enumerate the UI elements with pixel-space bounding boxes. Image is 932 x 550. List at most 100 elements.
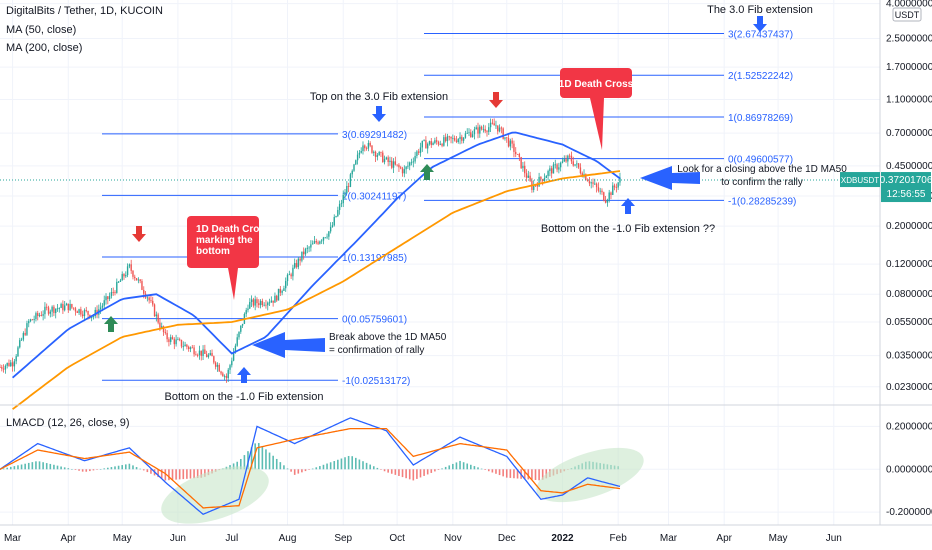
death-cross-text: 1D Death Cross (559, 79, 634, 90)
macd-histogram-bar (297, 469, 300, 474)
macd-histogram-bar (484, 469, 486, 470)
candle-body (538, 176, 540, 187)
macd-histogram-bar (437, 469, 440, 470)
candle-body (484, 129, 486, 132)
macd-histogram-bar (344, 457, 346, 470)
macd-histogram-bar (78, 469, 80, 471)
candle-body (53, 306, 55, 314)
candle-body (108, 295, 111, 300)
macd-histogram-bar (71, 469, 73, 470)
macd-histogram-bar (178, 469, 181, 480)
candle-body (218, 364, 220, 372)
macd-histogram-bar (509, 469, 512, 478)
candle-body (421, 140, 423, 148)
time-tick-label: 2022 (551, 533, 574, 544)
candle-body (299, 258, 301, 261)
ma200-legend[interactable]: MA (200, close) (6, 42, 83, 54)
candle-body (590, 182, 592, 184)
candle-body (125, 275, 127, 277)
macd-histogram-bar (311, 468, 314, 470)
candle-body (146, 297, 149, 299)
candle-body (141, 281, 143, 290)
candle-body (570, 155, 573, 162)
candle-body (74, 308, 77, 312)
macd-histogram-bar (319, 466, 321, 470)
candle-body (63, 305, 66, 311)
candle-body (428, 141, 431, 144)
macd-histogram-bar (473, 466, 476, 470)
time-tick-label: Dec (498, 533, 516, 544)
candle-body (162, 326, 165, 333)
macd-histogram-bar (96, 469, 98, 470)
macd-histogram-bar (89, 469, 91, 472)
macd-histogram-bar (527, 469, 530, 480)
macd-histogram-bar (351, 456, 354, 470)
candle-body (432, 142, 434, 146)
death-cross-pointer (590, 98, 604, 150)
candle-body (509, 140, 512, 147)
candle-body (126, 266, 129, 276)
candle-body (527, 175, 530, 178)
price-tick-label: 4.00000000 (886, 0, 932, 10)
macd-histogram-bar (204, 469, 206, 477)
macd-histogram-bar (9, 466, 12, 470)
candle-body (223, 375, 226, 377)
candle-body (581, 173, 583, 177)
macd-histogram-bar (380, 469, 382, 470)
macd-histogram-bar (419, 469, 422, 478)
macd-histogram-bar (387, 469, 389, 473)
candle-body (613, 185, 616, 188)
candle-body (270, 300, 273, 303)
macd-histogram-bar (20, 464, 23, 470)
candle-body (383, 158, 386, 163)
candle-body (497, 125, 499, 132)
candle-body (132, 270, 134, 277)
candle-body (78, 309, 80, 313)
candle-body (198, 350, 201, 356)
candle-body (92, 316, 95, 317)
down-arrow-icon (753, 16, 767, 32)
candle-body (241, 323, 244, 326)
candle-body (1, 367, 3, 369)
ma50-line (12, 131, 621, 379)
candle-body (423, 140, 425, 141)
macd-histogram-bar (27, 462, 30, 470)
macd-histogram-bar (534, 469, 537, 480)
symbol-legend[interactable]: DigitalBits / Tether, 1D, KUCOIN (6, 5, 163, 17)
candle-body (335, 216, 337, 218)
death-cross-text: 1D Death Cross marking the bottom (196, 224, 271, 257)
death-cross-box (187, 216, 259, 268)
candle-body (286, 274, 289, 282)
ma50-legend[interactable]: MA (50, close) (6, 24, 77, 36)
macd-legend[interactable]: LMACD (12, 26, close, 9) (6, 417, 130, 429)
macd-histogram-bar (38, 461, 41, 470)
candle-body (412, 161, 415, 163)
candle-body (143, 289, 145, 294)
candle-body (572, 161, 574, 166)
candle-body (85, 310, 87, 312)
candle-body (506, 137, 508, 139)
macd-line (0, 417, 621, 516)
candle-body (103, 300, 105, 306)
macd-histogram-bar (193, 469, 195, 479)
candle-body (263, 304, 265, 306)
candle-body (225, 375, 228, 379)
candle-body (20, 339, 23, 341)
candle-body (38, 315, 41, 316)
candle-body (498, 127, 501, 132)
candle-body (290, 274, 292, 277)
candle-body (261, 300, 264, 306)
candle-body (227, 369, 229, 379)
candle-body (439, 143, 441, 145)
fib-level-label: 3(2.67437437) (728, 30, 793, 41)
candle-body (13, 361, 16, 367)
macd-histogram-bar (369, 464, 371, 470)
macd-histogram-bar (196, 469, 199, 479)
candle-body (389, 160, 391, 163)
macd-histogram-bar (157, 469, 159, 478)
candle-body (355, 160, 357, 165)
macd-histogram-bar (117, 465, 120, 470)
up-arrow-icon (621, 198, 635, 214)
